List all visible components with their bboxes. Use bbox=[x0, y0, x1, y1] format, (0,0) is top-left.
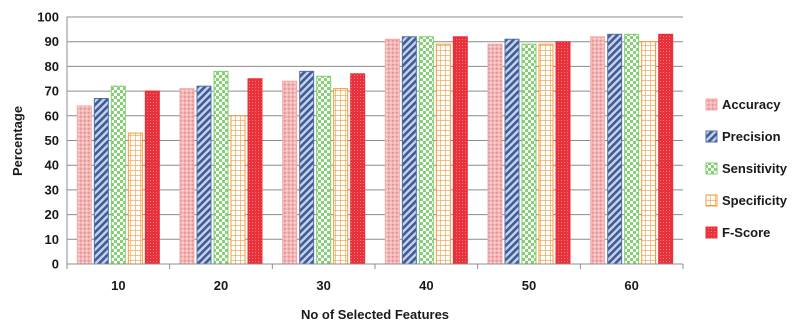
legend-label-f-score: F-Score bbox=[722, 225, 770, 240]
y-axis-title: Percentage bbox=[10, 106, 25, 176]
y-tick-label: 40 bbox=[45, 158, 59, 173]
bar-sensitivity-20 bbox=[213, 70, 229, 265]
legend-swatch-precision bbox=[705, 130, 718, 143]
bar-accuracy-50 bbox=[487, 43, 503, 265]
bar-f-score-30 bbox=[350, 73, 366, 265]
bar-specificity-30 bbox=[333, 88, 349, 265]
bar-sensitivity-40 bbox=[418, 36, 434, 265]
bar-f-score-50 bbox=[555, 41, 571, 265]
y-tick-label: 30 bbox=[45, 182, 59, 197]
y-tick-label: 80 bbox=[45, 59, 59, 74]
y-tick-label: 50 bbox=[45, 133, 59, 148]
legend-label-accuracy: Accuracy bbox=[722, 97, 781, 112]
bar-accuracy-30 bbox=[282, 80, 298, 265]
x-axis-title: No of Selected Features bbox=[301, 307, 449, 322]
x-tick-label: 40 bbox=[419, 278, 433, 293]
bar-specificity-10 bbox=[127, 132, 143, 265]
y-tick-label: 100 bbox=[37, 10, 59, 25]
y-tick-label: 70 bbox=[45, 84, 59, 99]
y-tick-label: 90 bbox=[45, 34, 59, 49]
y-tick-label: 0 bbox=[52, 257, 59, 272]
bar-specificity-50 bbox=[538, 43, 554, 265]
bar-accuracy-10 bbox=[76, 105, 92, 265]
bar-f-score-10 bbox=[144, 90, 160, 265]
legend-swatch-sensitivity bbox=[705, 162, 718, 175]
y-tick-label: 10 bbox=[45, 232, 59, 247]
bar-accuracy-20 bbox=[179, 88, 195, 265]
legend-label-specificity: Specificity bbox=[722, 193, 788, 208]
bar-precision-60 bbox=[607, 33, 623, 265]
x-tick-label: 30 bbox=[316, 278, 330, 293]
bar-specificity-20 bbox=[230, 115, 246, 265]
bar-sensitivity-10 bbox=[110, 85, 126, 265]
legend: Accuracy Precision Sensitivity Specificity F… bbox=[705, 97, 788, 240]
legend-label-precision: Precision bbox=[722, 129, 781, 144]
x-tick-label: 60 bbox=[624, 278, 638, 293]
bars bbox=[76, 33, 674, 265]
bar-specificity-40 bbox=[435, 43, 451, 265]
bar-specificity-60 bbox=[641, 41, 657, 265]
x-tick-label: 50 bbox=[522, 278, 536, 293]
bar-sensitivity-30 bbox=[316, 75, 332, 265]
y-tick-label: 60 bbox=[45, 108, 59, 123]
bar-precision-10 bbox=[93, 98, 109, 265]
bar-sensitivity-60 bbox=[624, 33, 640, 265]
bar-f-score-40 bbox=[452, 36, 468, 265]
legend-swatch-f-score bbox=[705, 226, 718, 239]
bar-f-score-20 bbox=[247, 78, 263, 265]
x-tick-label: 10 bbox=[111, 278, 125, 293]
axes: 0 10 20 30 40 50 60 70 80 90 100 10 20 30 40 50 60 bbox=[37, 10, 684, 293]
bar-precision-20 bbox=[196, 85, 212, 265]
legend-swatch-accuracy bbox=[705, 98, 718, 111]
legend-swatch-specificity bbox=[705, 194, 718, 207]
bar-f-score-60 bbox=[658, 33, 674, 265]
bar-accuracy-40 bbox=[384, 38, 400, 265]
legend-label-sensitivity: Sensitivity bbox=[722, 161, 788, 176]
bar-accuracy-60 bbox=[590, 36, 606, 265]
bar-precision-40 bbox=[401, 36, 417, 265]
gridlines bbox=[67, 16, 683, 240]
bar-precision-50 bbox=[504, 38, 520, 265]
bar-precision-30 bbox=[299, 70, 315, 265]
bar-sensitivity-50 bbox=[521, 43, 537, 265]
x-tick-label: 20 bbox=[214, 278, 228, 293]
y-tick-label: 20 bbox=[45, 207, 59, 222]
